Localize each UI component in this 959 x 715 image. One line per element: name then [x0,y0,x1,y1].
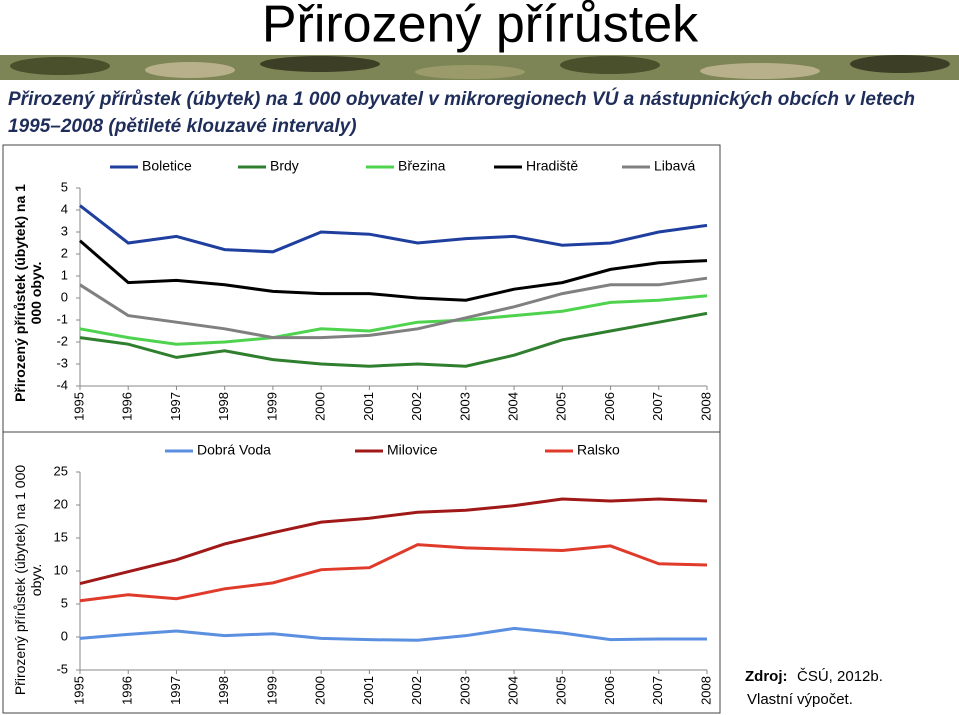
y-axis-title: Přirozený přírůstek (úbytek) na 1 000 ob… [12,464,44,696]
legend-label: Boletice [142,158,192,174]
camouflage-band [0,55,959,80]
legend-label: Hradiště [526,158,578,174]
y-tick-label: -5 [56,661,68,676]
y-tick-label: 25 [54,463,68,478]
panel-border [2,431,721,714]
x-tick-label: 2006 [602,676,617,705]
legend-label: Libavá [654,158,695,174]
source-label: Zdroj: [745,668,788,685]
series-line [79,276,708,340]
x-tick-label: 1998 [216,676,231,705]
panel-border [2,144,721,433]
y-tick-label: 3 [61,223,68,238]
y-tick-label: 2 [61,245,68,260]
x-tick-label: 1999 [264,392,279,421]
x-tick-label: 2004 [506,392,521,421]
series-line [79,497,708,585]
x-tick-label: 1998 [216,392,231,421]
legend-label: Ralsko [577,442,620,458]
y-tick-label: 15 [54,529,68,544]
page-title: Přirozený přírůstek [262,0,699,54]
x-tick-label: 2008 [698,676,713,705]
legend-label: Dobrá Voda [197,442,271,458]
x-tick-label: 1995 [71,392,86,421]
y-tick-label: 10 [54,562,68,577]
x-tick-label: 2007 [650,392,665,421]
y-tick-label: 0 [61,289,68,304]
y-tick-label: 1 [61,267,68,282]
x-tick-label: 2001 [361,392,376,421]
x-tick-label: 1996 [120,676,135,705]
x-tick-label: 2007 [650,676,665,705]
subtitle: Přirozený přírůstek (úbytek) na 1 000 ob… [8,89,916,137]
x-tick-label: 1996 [120,392,135,421]
x-tick-label: 1997 [168,392,183,421]
y-tick-label: 5 [61,595,68,610]
y-tick-label: 5 [61,179,68,194]
series-line [79,311,708,368]
x-tick-label: 1995 [71,676,86,705]
series-line [79,626,707,642]
y-tick-label: 20 [54,496,68,511]
source-note: Vlastní výpočet. [747,691,853,708]
x-tick-label: 2001 [361,676,376,705]
legend-label: Brdy [270,158,299,174]
series-line [79,294,708,346]
x-tick-label: 2006 [602,392,617,421]
x-tick-label: 2005 [554,676,569,705]
series-line [79,239,708,302]
series-line [79,543,708,603]
x-tick-label: 2004 [506,676,521,705]
x-tick-label: 2003 [457,676,472,705]
series-line [79,204,708,254]
x-tick-label: 2002 [409,392,424,421]
x-tick-label: 2000 [313,392,328,421]
y-axis-title: Přirozený přírůstek (úbytek) na 1 000 ob… [12,184,44,402]
x-tick-label: 2002 [409,676,424,705]
x-tick-label: 2003 [457,392,472,421]
x-tick-label: 2005 [554,392,569,421]
legend-label: Březina [398,158,446,174]
y-tick-label: -2 [56,333,68,348]
y-tick-label: 4 [61,201,68,216]
y-tick-label: -4 [56,377,68,392]
y-tick-label: -3 [56,355,68,370]
x-tick-label: 2008 [698,392,713,421]
x-tick-label: 1999 [264,676,279,705]
y-tick-label: 0 [61,628,68,643]
legend-label: Milovice [387,442,438,458]
y-tick-label: -1 [56,311,68,326]
x-tick-label: 1997 [168,676,183,705]
source-text: ČSÚ, 2012b. [797,668,883,685]
x-tick-label: 2000 [313,676,328,705]
